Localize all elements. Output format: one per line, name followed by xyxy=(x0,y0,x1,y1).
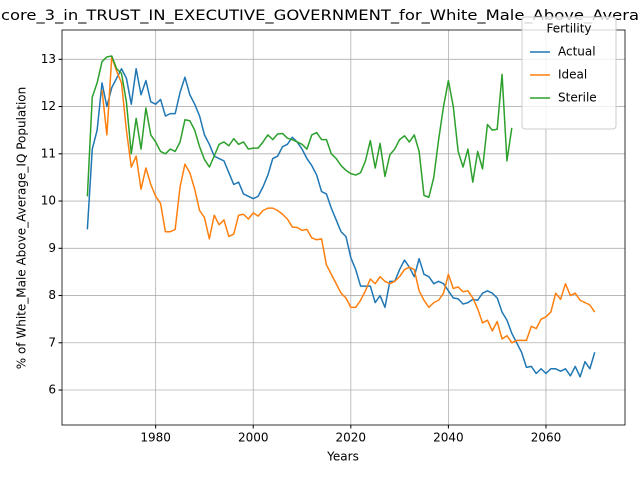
x-axis-label: Years xyxy=(326,450,359,464)
legend-box xyxy=(521,16,617,130)
x-tick-label: 1980 xyxy=(140,431,171,445)
y-tick-label: 10 xyxy=(41,194,56,208)
y-tick-label: 6 xyxy=(48,383,56,397)
y-tick-label: 8 xyxy=(48,288,56,302)
x-tick-label: 2020 xyxy=(336,431,367,445)
legend-label: Sterile xyxy=(558,91,597,105)
x-tick-label: 2040 xyxy=(433,431,464,445)
y-tick-label: 9 xyxy=(48,241,56,255)
legend-label: Actual xyxy=(558,45,596,59)
series-line xyxy=(86,67,596,378)
x-tick-label: 2000 xyxy=(238,431,269,445)
legend-title: Fertility xyxy=(546,22,591,36)
y-axis-label: % of White_Male Above_Average_IQ Populat… xyxy=(15,87,29,370)
y-tick-label: 11 xyxy=(41,146,56,160)
legend-label: Ideal xyxy=(558,68,587,82)
y-tick-label: 13 xyxy=(41,52,56,66)
y-tick-label: 12 xyxy=(41,99,56,113)
series-line xyxy=(101,56,596,344)
chart-title: core_3_in_TRUST_IN_EXECUTIVE_GOVERNMENT_… xyxy=(1,8,639,24)
y-tick-label: 7 xyxy=(48,335,56,349)
x-tick-label: 2060 xyxy=(531,431,562,445)
series-line xyxy=(86,55,513,199)
plot-frame xyxy=(61,29,626,426)
